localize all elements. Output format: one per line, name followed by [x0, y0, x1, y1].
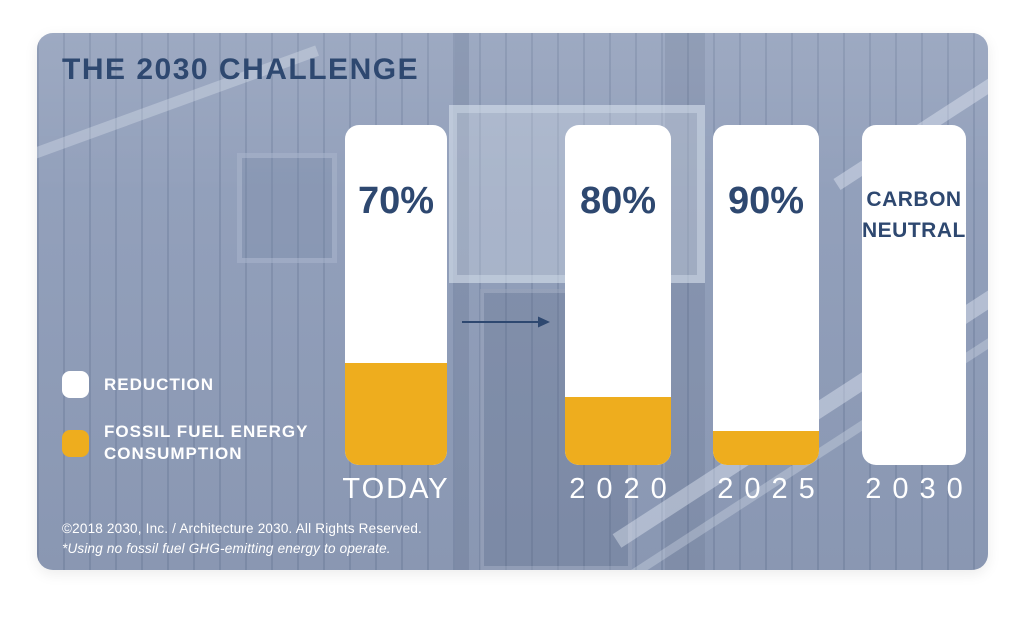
legend-item-fossil-fuel: FOSSIL FUEL ENERGY CONSUMPTION [62, 421, 308, 465]
copyright-text: ©2018 2030, Inc. / Architecture 2030. Al… [62, 521, 422, 536]
legend-label-reduction: REDUCTION [104, 374, 215, 394]
footer: ©2018 2030, Inc. / Architecture 2030. Al… [62, 519, 422, 559]
bar-2020: 80% [565, 125, 671, 465]
legend-swatch-reduction [62, 371, 89, 398]
background-window [237, 153, 337, 263]
axis-label-2030: 2030 [865, 473, 974, 505]
bar-value-label-today: 70% [357, 180, 435, 222]
footnote-text: *Using no fossil fuel GHG-emitting energ… [62, 541, 391, 556]
bar-value-label-2025: 90% [727, 180, 805, 222]
background-photo [37, 33, 988, 570]
carbon-neutral-line2: NEUTRAL* [862, 213, 966, 244]
legend-swatch-fossil-fuel [62, 429, 89, 457]
bar-value-label-2020: 80% [579, 180, 657, 222]
legend-label-fossil-fuel: FOSSIL FUEL ENERGY CONSUMPTION [104, 422, 309, 463]
legend-item-reduction: REDUCTION [62, 371, 308, 398]
axis-label-today: TODAY [342, 473, 450, 505]
arrow-right-icon [462, 316, 550, 328]
legend: REDUCTION FOSSIL FUEL ENERGY CONSUMPTION [62, 371, 308, 465]
axis-label-2025: 2025 [717, 473, 826, 505]
background-siding-texture [37, 33, 988, 570]
page-title: THE 2030 CHALLENGE [62, 53, 420, 86]
bar-2025: 90% [713, 125, 819, 465]
axis-label-2020: 2020 [569, 473, 678, 505]
background-post [455, 33, 469, 570]
bar-fill-consumption-today [345, 363, 447, 465]
bar-fill-consumption-2025 [713, 431, 819, 465]
bar-today: 70% [345, 125, 447, 465]
bar-2030: CARBON NEUTRAL* [862, 125, 966, 465]
bar-value-label-2030: CARBON NEUTRAL* [862, 187, 966, 244]
carbon-neutral-line1: CARBON [866, 188, 962, 211]
challenge-card: THE 2030 CHALLENGE 70% 80% 90% CARBON NE… [37, 33, 988, 570]
bar-fill-consumption-2020 [565, 397, 671, 465]
background-post [665, 33, 705, 570]
